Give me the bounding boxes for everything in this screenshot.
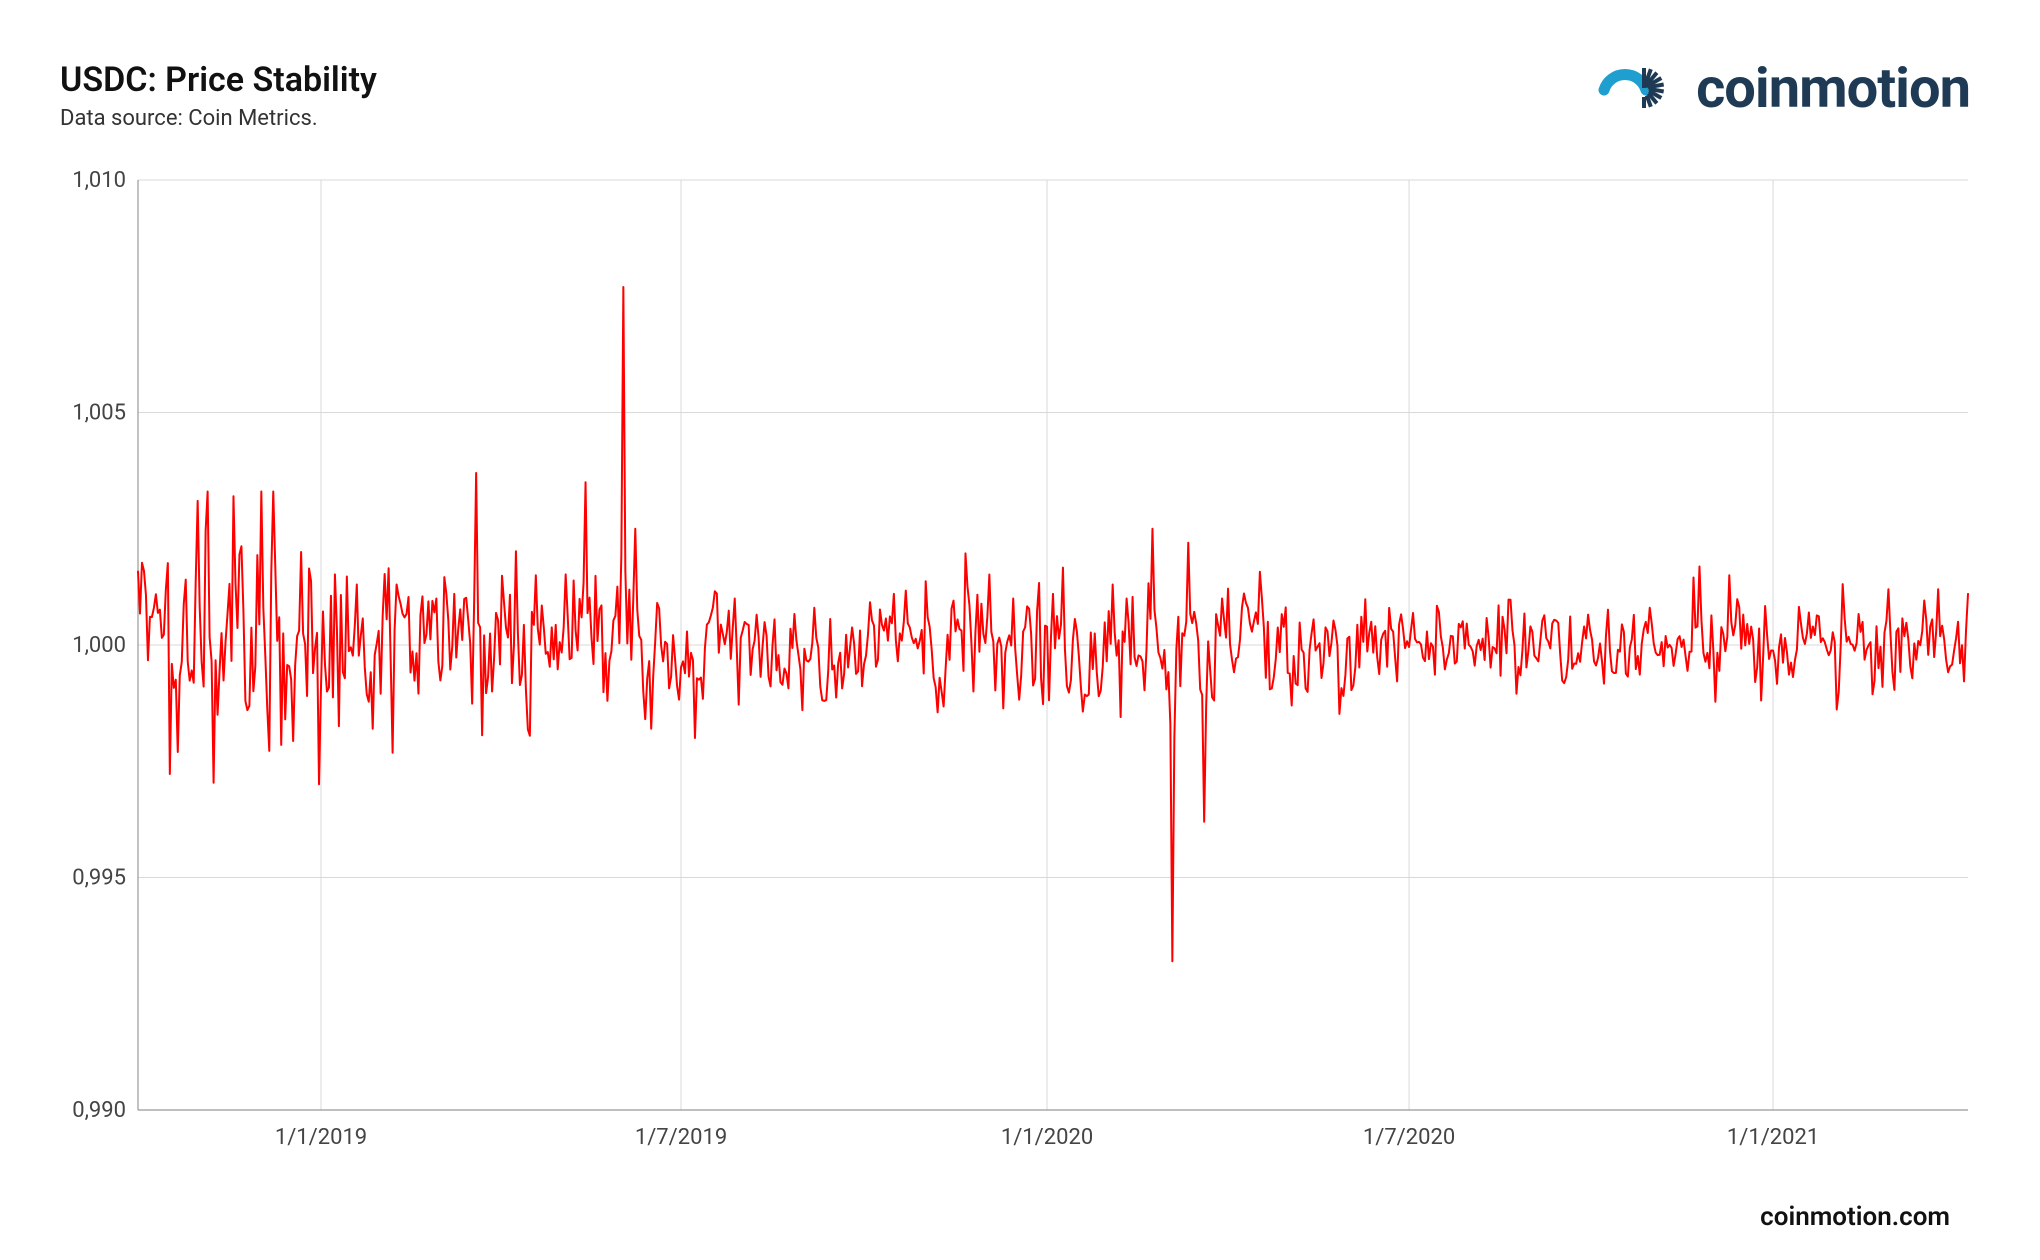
y-tick-label: 0,990 [72, 1098, 126, 1123]
y-tick-label: 1,005 [72, 401, 126, 426]
x-tick-label: 1/1/2019 [275, 1125, 367, 1150]
chart-area: 0,990 0,995 1,000 1,005 1,010 1/1/2019 1/7/201… [60, 170, 1980, 1160]
y-tick-label: 0,995 [72, 866, 126, 891]
y-tick-label: 1,010 [72, 170, 126, 193]
x-tick-label: 1/1/2020 [1001, 1125, 1093, 1150]
x-tick-label: 1/7/2020 [1363, 1125, 1455, 1150]
brand-logo-text: coinmotion [1696, 55, 1970, 121]
line-chart: 0,990 0,995 1,000 1,005 1,010 1/1/2019 1/7/201… [60, 170, 1980, 1160]
y-tick-label: 1,000 [72, 633, 126, 658]
footer-url: coinmotion.com [1760, 1202, 1950, 1232]
x-tick-label: 1/7/2019 [635, 1125, 727, 1150]
coinmotion-swirl-icon [1594, 56, 1678, 120]
brand-logo: coinmotion [1594, 55, 1970, 121]
price-series-line [138, 287, 1968, 961]
x-tick-label: 1/1/2021 [1727, 1125, 1819, 1150]
